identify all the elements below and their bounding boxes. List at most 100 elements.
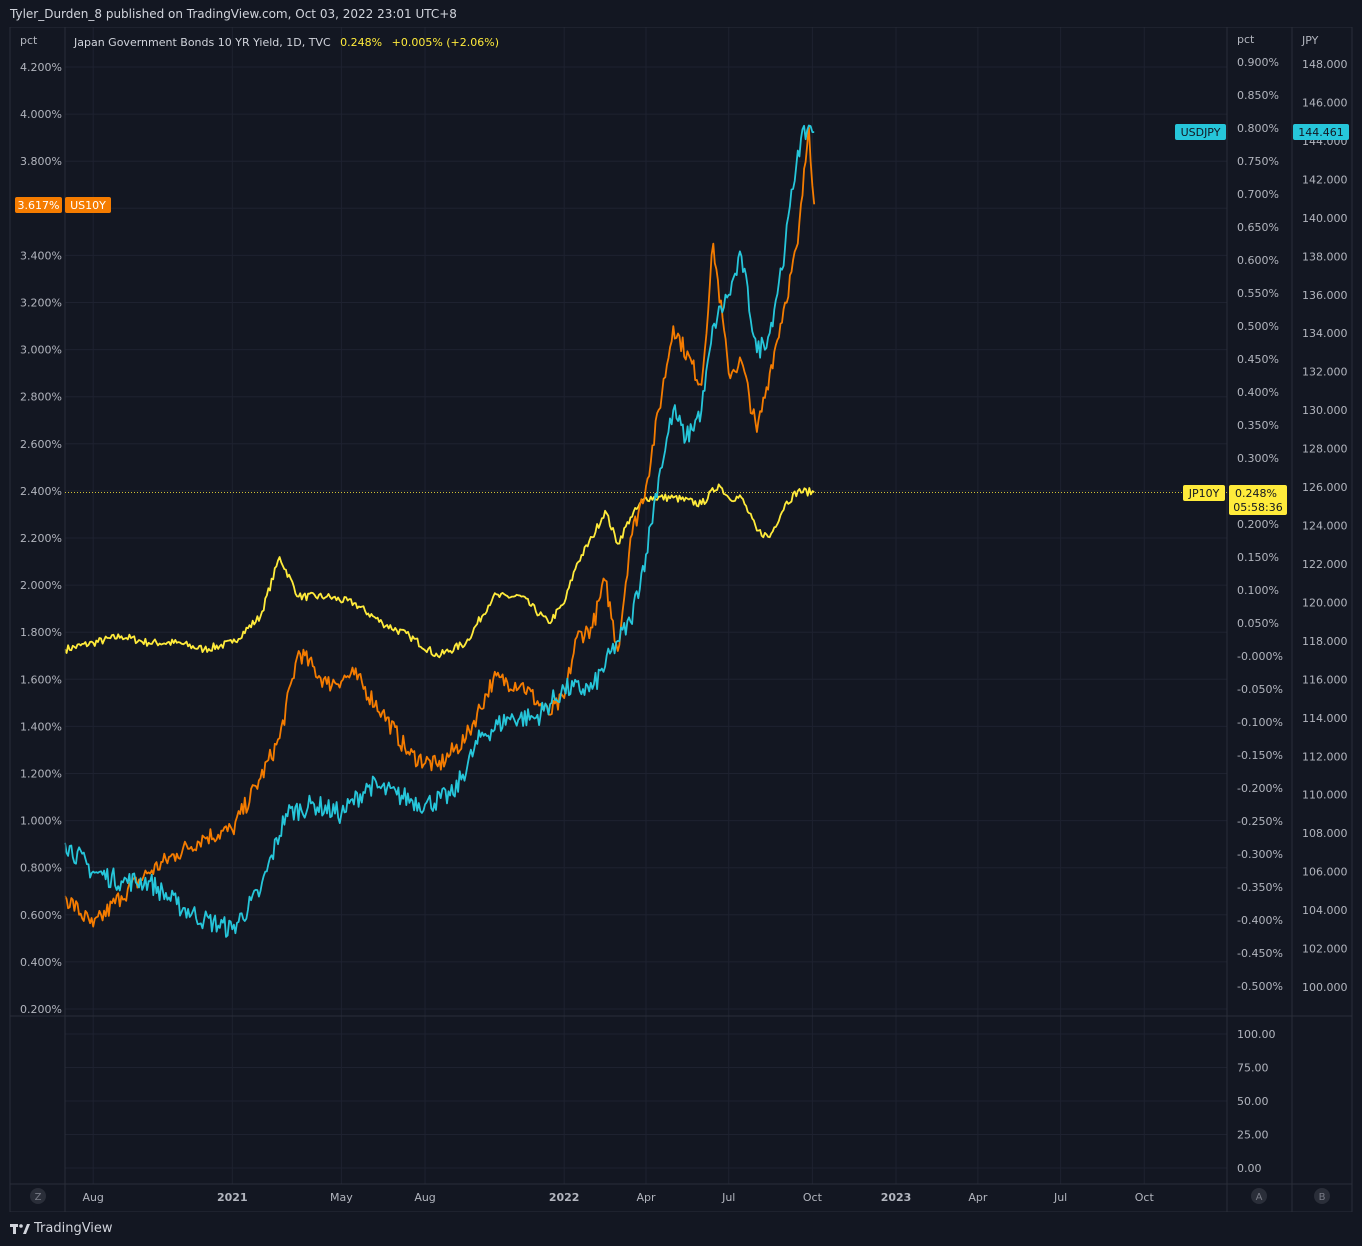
auto-scale-button[interactable]: A [1251, 1188, 1267, 1204]
right-tick-label: 104.000 [1302, 904, 1348, 917]
mid-tick-label: -0.350% [1237, 881, 1283, 894]
time-tick-label: 2023 [881, 1191, 912, 1204]
us10y-value-bg [15, 197, 62, 213]
zoom-button[interactable]: Z [30, 1188, 46, 1204]
left-tick-label: 3.200% [20, 297, 62, 310]
left-scale-unit: pct [20, 34, 38, 47]
time-tick-label: Aug [414, 1191, 435, 1204]
right-tick-label: 100.000 [1302, 981, 1348, 994]
mid-tick-label: 0.700% [1237, 188, 1279, 201]
auto-scale-button-bg [1251, 1188, 1267, 1204]
right-tick-label: 122.000 [1302, 558, 1348, 571]
right-tick-label: 114.000 [1302, 712, 1348, 725]
tradingview-logo[interactable]: TradingView [10, 1221, 113, 1236]
middle-price-scale[interactable]: 0.900% 0.850% 0.800% 0.750% 0.700% 0.650% 0.60… [1237, 56, 1283, 993]
mid-tick-label: 0.400% [1237, 386, 1279, 399]
scale-b-button-bg [1314, 1188, 1330, 1204]
left-price-scale[interactable]: 4.200%4.000%3.800%3.600%3.400%3.200%3.00… [20, 61, 62, 1016]
tradingview-brand: TradingView [34, 1221, 113, 1236]
usdjpy-name-bg [1175, 124, 1226, 140]
right-price-scale[interactable]: 148.000146.000144.000142.000140.000138.0… [1302, 58, 1348, 994]
lower-pane-scale[interactable]: 100.00 75.00 50.00 25.00 0.00 [1237, 1028, 1276, 1175]
right-tick-label: 116.000 [1302, 673, 1348, 686]
series-line-jp10y [64, 483, 815, 659]
publish-info: Tyler_Durden_8 published on TradingView.… [10, 7, 457, 21]
left-tick-label: 3.000% [20, 344, 62, 357]
right-tick-label: 128.000 [1302, 443, 1348, 456]
lower-tick-label: 75.00 [1237, 1062, 1269, 1075]
mid-scale-unit: pct [1237, 33, 1255, 46]
zoom-button-label: Z [35, 1192, 42, 1203]
legend-change: +0.005% (+2.06%) [392, 36, 499, 49]
mid-tick-label: -0.250% [1237, 815, 1283, 828]
left-tick-label: 0.400% [20, 956, 62, 969]
right-tick-label: 148.000 [1302, 58, 1348, 71]
left-tick-label: 3.800% [20, 155, 62, 168]
publish-bar: Tyler_Durden_8 published on TradingView.… [0, 0, 1362, 27]
us10y-badge[interactable]: 3.617% US10Y [15, 197, 111, 213]
right-tick-label: 112.000 [1302, 750, 1348, 763]
time-tick-label: May [330, 1191, 353, 1204]
scale-b-button[interactable]: B [1314, 1188, 1330, 1204]
time-scale[interactable]: Aug 2021 May Aug 2022 Apr Jul Oct 2023 Apr Jul Oct [82, 1191, 1154, 1204]
mid-tick-label: 0.350% [1237, 419, 1279, 432]
right-tick-label: 142.000 [1302, 173, 1348, 186]
right-tick-label: 134.000 [1302, 327, 1348, 340]
mid-tick-label: 0.150% [1237, 551, 1279, 564]
right-scale-unit: JPY [1301, 34, 1319, 47]
mid-tick-label: -0.300% [1237, 848, 1283, 861]
usdjpy-badge[interactable]: USDJPY 144.461 [1175, 124, 1349, 140]
right-tick-label: 106.000 [1302, 866, 1348, 879]
mid-tick-label: -0.450% [1237, 947, 1283, 960]
jp10y-value-label: 0.248% [1235, 487, 1277, 500]
right-tick-label: 124.000 [1302, 520, 1348, 533]
left-tick-label: 4.000% [20, 108, 62, 121]
left-tick-label: 2.400% [20, 485, 62, 498]
series-line-us10y [64, 125, 816, 928]
right-tick-label: 132.000 [1302, 366, 1348, 379]
mid-tick-label: -0.200% [1237, 782, 1283, 795]
scale-b-button-label: B [1319, 1192, 1326, 1203]
time-tick-label: Jul [1053, 1191, 1067, 1204]
right-tick-label: 102.000 [1302, 943, 1348, 956]
left-tick-label: 4.200% [20, 61, 62, 74]
series-line-usdjpy [64, 124, 815, 938]
time-tick-label: Apr [968, 1191, 988, 1204]
legend-title: Japan Government Bonds 10 YR Yield, 1D, … [73, 36, 331, 49]
left-tick-label: 1.800% [20, 626, 62, 639]
time-tick-label: 2021 [217, 1191, 248, 1204]
usdjpy-value-label: 144.461 [1298, 126, 1344, 139]
jp10y-countdown: 05:58:36 [1233, 501, 1282, 514]
right-tick-label: 140.000 [1302, 212, 1348, 225]
left-tick-label: 0.600% [20, 909, 62, 922]
right-tick-label: 110.000 [1302, 789, 1348, 802]
right-tick-label: 120.000 [1302, 596, 1348, 609]
time-tick-label: Oct [1135, 1191, 1155, 1204]
mid-tick-label: 0.050% [1237, 617, 1279, 630]
lower-tick-label: 0.00 [1237, 1162, 1262, 1175]
left-tick-label: 1.200% [20, 768, 62, 781]
legend-last-value: 0.248% [340, 36, 382, 49]
mid-tick-label: 0.200% [1237, 518, 1279, 531]
mid-tick-label: 0.850% [1237, 89, 1279, 102]
right-tick-label: 138.000 [1302, 250, 1348, 263]
right-tick-label: 146.000 [1302, 96, 1348, 109]
mid-tick-label: 0.600% [1237, 254, 1279, 267]
left-tick-label: 2.000% [20, 579, 62, 592]
mid-tick-label: 0.300% [1237, 452, 1279, 465]
footer-bar: TradingView [0, 1212, 1362, 1246]
tradingview-icon [10, 1223, 30, 1234]
time-tick-label: Oct [803, 1191, 823, 1204]
legend[interactable]: Japan Government Bonds 10 YR Yield, 1D, … [73, 36, 499, 49]
left-tick-label: 1.600% [20, 673, 62, 686]
mid-tick-label: -0.500% [1237, 980, 1283, 993]
jp10y-value-bg [1229, 485, 1287, 515]
left-tick-label: 1.400% [20, 720, 62, 733]
usdjpy-value-bg [1293, 124, 1349, 140]
jp10y-badge[interactable]: JP10Y 0.248% 05:58:36 [1183, 485, 1287, 515]
us10y-name-bg [65, 197, 111, 213]
lower-tick-label: 100.00 [1237, 1028, 1276, 1041]
right-tick-label: 130.000 [1302, 404, 1348, 417]
